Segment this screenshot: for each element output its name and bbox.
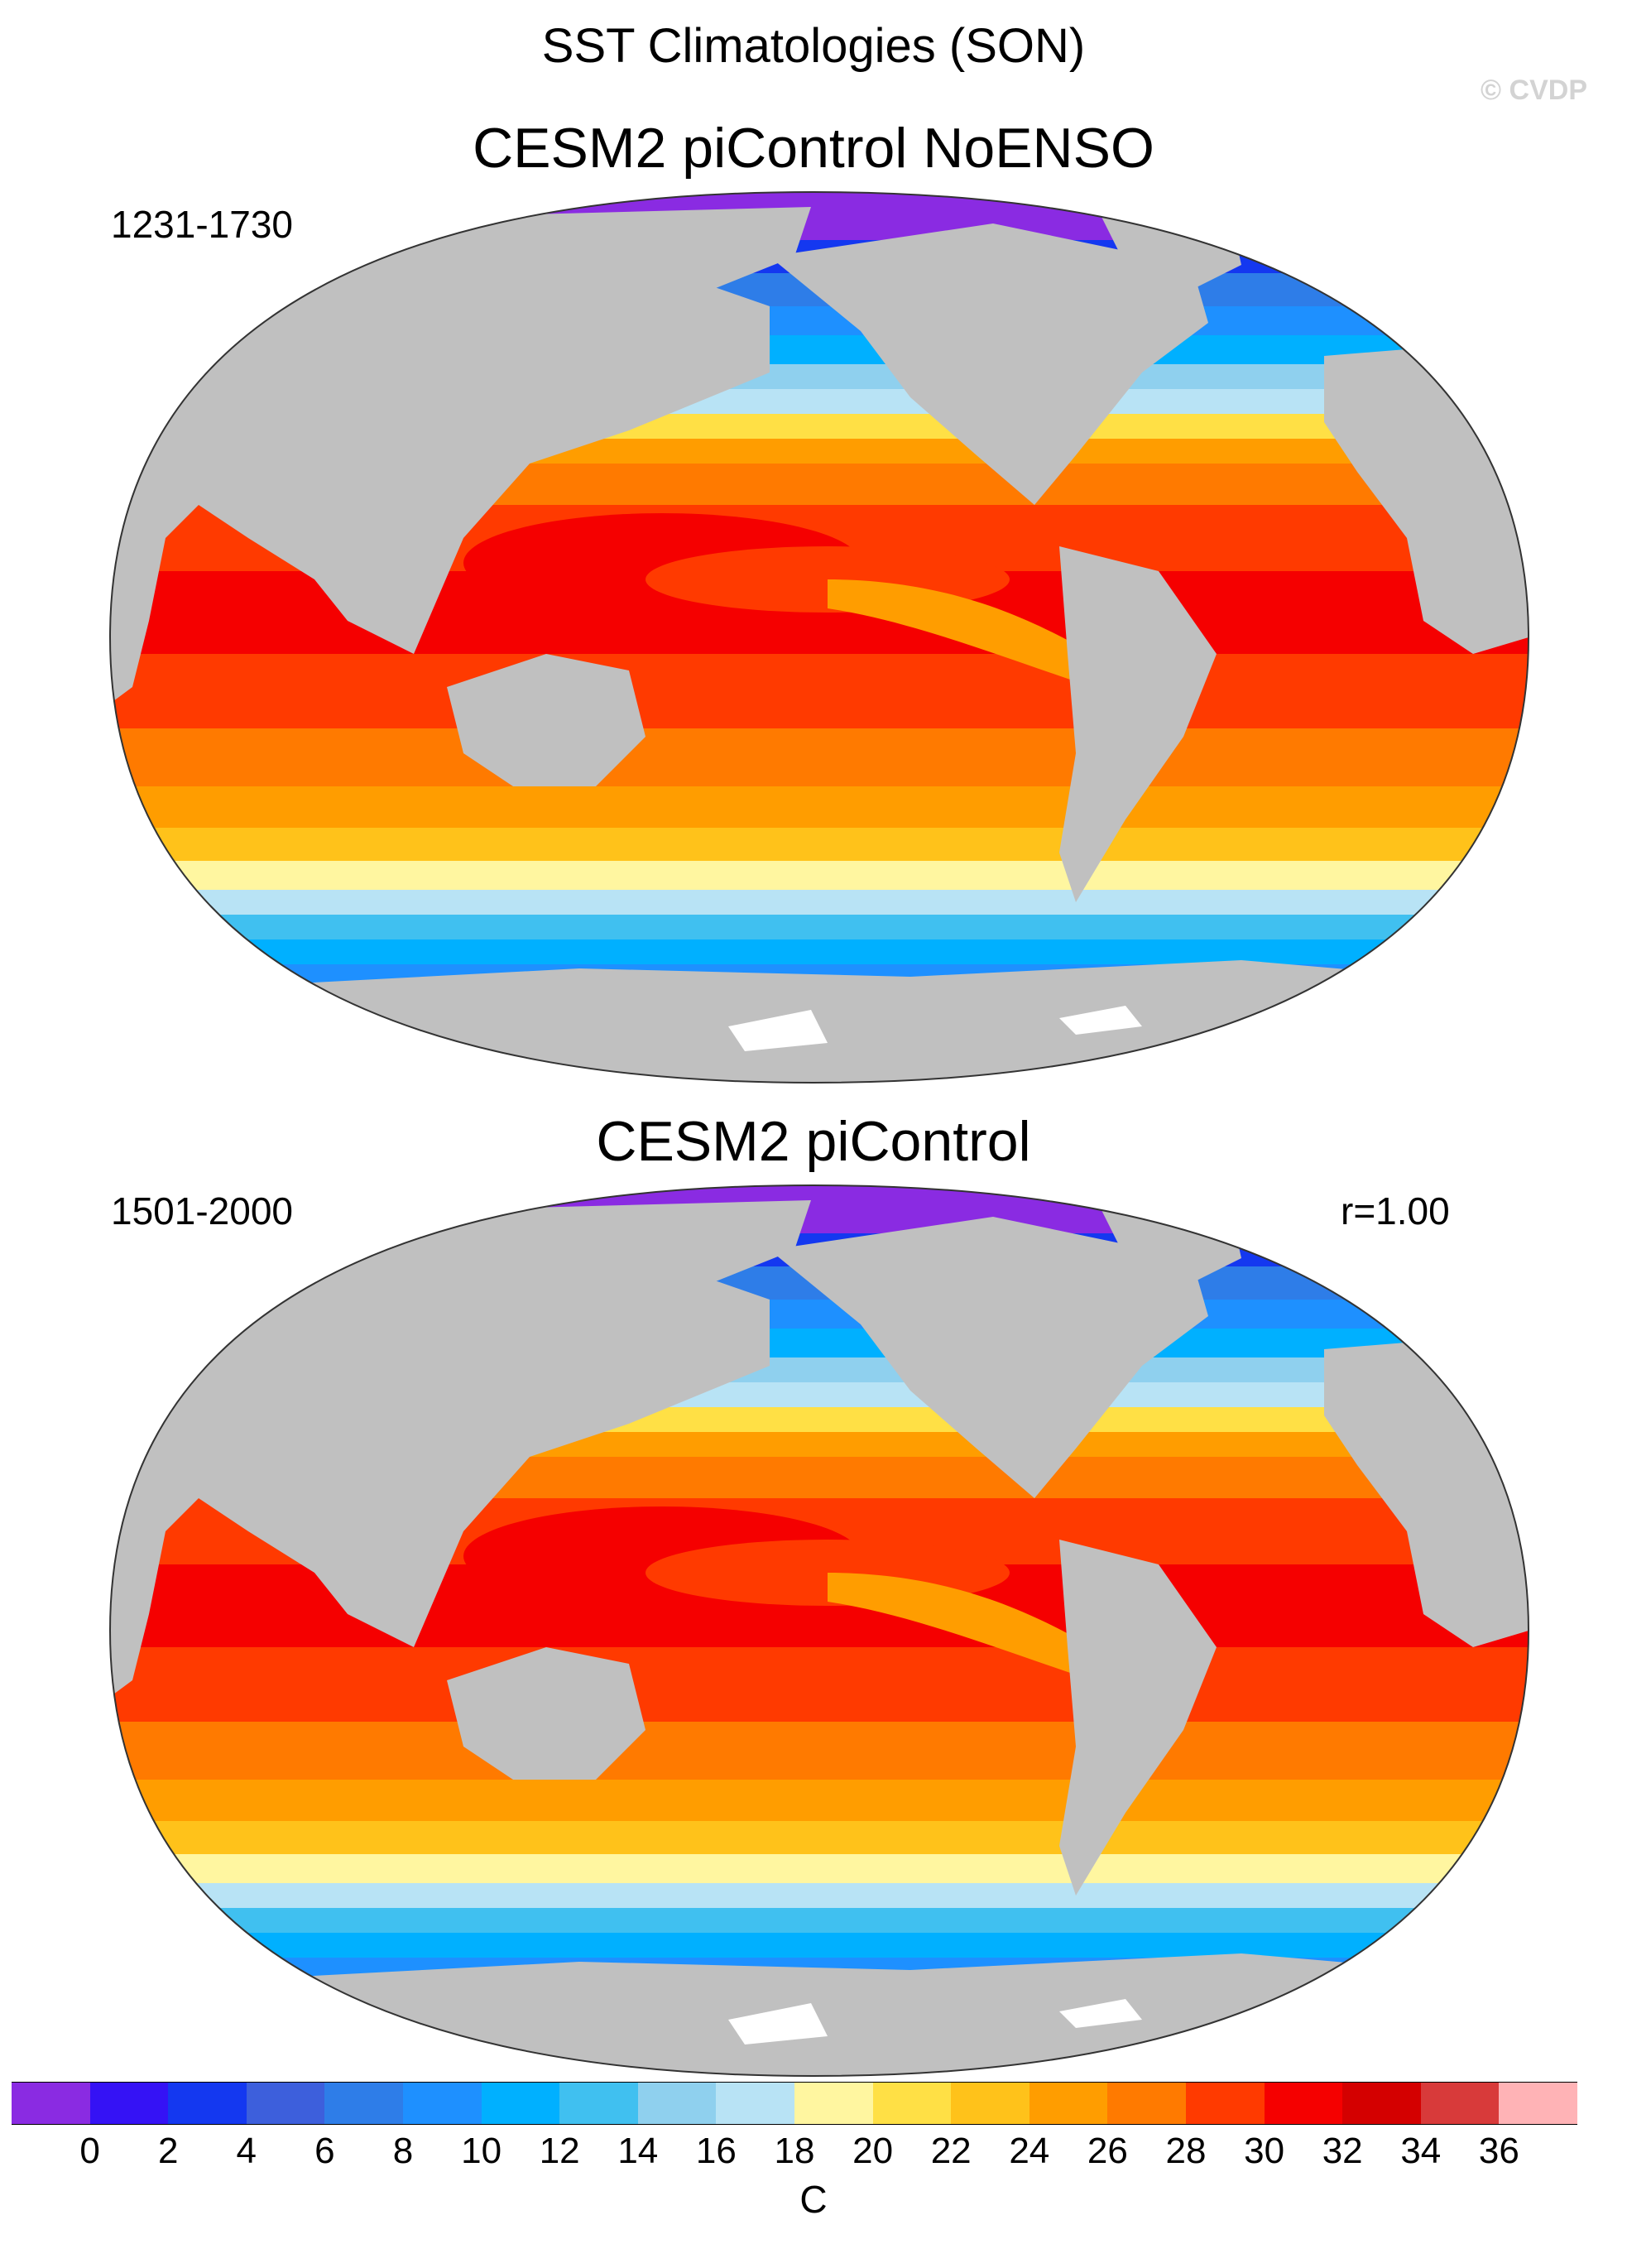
colorbar-tick-label: 26 [1087, 2131, 1128, 2171]
colorbar-swatch [324, 2082, 404, 2125]
colorbar-swatch [481, 2082, 560, 2125]
colorbar-units: C [799, 2178, 828, 2221]
colorbar-swatch [1499, 2082, 1578, 2125]
panel-1-title: CESM2 piControl NoENSO [473, 117, 1154, 180]
sst-band [110, 1185, 1529, 1234]
colorbar-tick-label: 10 [461, 2131, 502, 2171]
colorbar-swatch [1420, 2082, 1500, 2125]
colorbar-tick-label: 22 [930, 2131, 972, 2171]
colorbar-tick-label: 32 [1322, 2131, 1363, 2171]
colorbar-swatch [1186, 2082, 1265, 2125]
panel-2-period: 1501-2000 [111, 1189, 293, 1233]
panel-2-sst-map [108, 1184, 1530, 2078]
panel-1-period: 1231-1730 [111, 203, 293, 246]
ice-shelf [1059, 1006, 1142, 1035]
sst-band [110, 1647, 1529, 1723]
sst-band [110, 654, 1529, 729]
colorbar-swatch [1264, 2082, 1343, 2125]
land-mass [447, 1647, 646, 1780]
sst-band [110, 828, 1529, 862]
sst-band [110, 939, 1529, 965]
colorbar-tick-label: 8 [392, 2131, 414, 2171]
land-mass [770, 1217, 1208, 1498]
panel-1-sst-map [108, 190, 1530, 1084]
land-mass [447, 654, 646, 786]
colorbar-tick-label: 28 [1165, 2131, 1207, 2171]
colorbar-swatch [1342, 2082, 1422, 2125]
colorbar-swatch [168, 2082, 247, 2125]
colorbar-swatch [559, 2082, 639, 2125]
map-outline [108, 1184, 1530, 2078]
colorbar-tick-label: 4 [236, 2131, 257, 2171]
figure-title: SST Climatologies (SON) [541, 19, 1086, 73]
sst-band [110, 861, 1529, 891]
colorbar-tick-label: 18 [774, 2131, 815, 2171]
colorbar-swatch [872, 2082, 952, 2125]
colorbar-swatch [1107, 2082, 1187, 2125]
colorbar-tick-label: 12 [539, 2131, 580, 2171]
sst-band [110, 1908, 1529, 1934]
land-mass [110, 1233, 770, 1697]
colorbar-tick-label: 6 [314, 2131, 335, 2171]
colorbar-tick-label: 16 [695, 2131, 737, 2171]
land-mass [770, 223, 1208, 505]
cold-tongue [828, 579, 1092, 687]
map-outline [108, 190, 1530, 1084]
colorbar-tick-label: 34 [1400, 2131, 1442, 2171]
sst-band [110, 192, 1529, 241]
colorbar-swatch [403, 2082, 482, 2125]
sst-band [110, 1780, 1529, 1822]
colorbar-swatch [12, 2082, 91, 2125]
sst-band [110, 1854, 1529, 1884]
land-mass [110, 240, 770, 704]
colorbar-tick-label: 36 [1478, 2131, 1519, 2171]
sst-band [110, 890, 1529, 915]
land-mass [1059, 546, 1217, 902]
colorbar-swatch [89, 2082, 169, 2125]
colorbar-tick-label: 30 [1244, 2131, 1285, 2171]
ice-shelf [728, 1010, 828, 1051]
colorbar-swatch [1029, 2082, 1108, 2125]
sst-band [110, 786, 1529, 829]
colorbar-tick-label: 14 [617, 2131, 659, 2171]
colorbar-tick-label: 20 [852, 2131, 894, 2171]
colorbar-tick-label: 0 [79, 2131, 100, 2171]
panel-2-stat: r=1.00 [1341, 1189, 1450, 1233]
colorbar-tick-label: 24 [1009, 2131, 1050, 2171]
cold-tongue [828, 1573, 1092, 1680]
colorbar-swatch [246, 2082, 325, 2125]
panel-2-title: CESM2 piControl [596, 1110, 1031, 1173]
cvdp-watermark: © CVDP [1481, 74, 1587, 106]
ice-shelf [1059, 1999, 1142, 2028]
land-mass [1059, 1540, 1217, 1896]
sst-band [110, 1883, 1529, 1909]
sst-band [110, 728, 1529, 787]
colorbar-swatch [794, 2082, 874, 2125]
colorbar-swatch [716, 2082, 795, 2125]
colorbar-tick-label: 2 [157, 2131, 179, 2171]
sst-band [110, 1821, 1529, 1855]
colorbar-swatch [951, 2082, 1030, 2125]
sst-band [110, 1722, 1529, 1780]
sst-band [110, 915, 1529, 940]
colorbar-swatch [637, 2082, 717, 2125]
ice-shelf [728, 2003, 828, 2045]
sst-band [110, 1933, 1529, 1958]
